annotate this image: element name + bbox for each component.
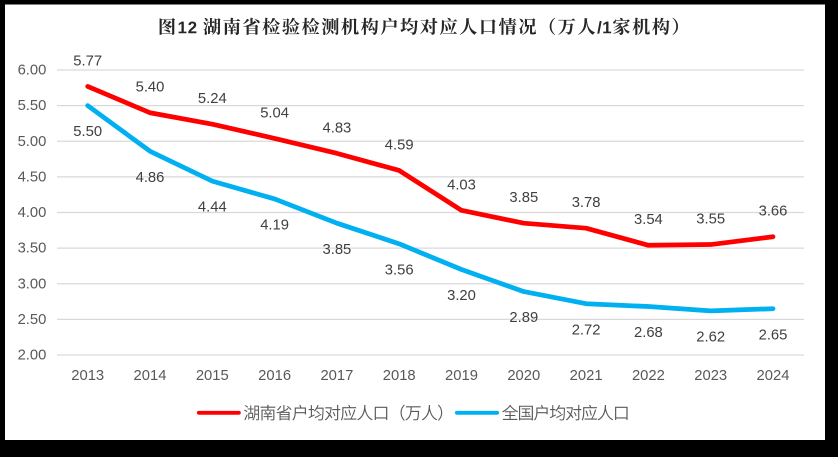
svg-text:3.56: 3.56: [385, 262, 414, 278]
svg-text:4.83: 4.83: [322, 120, 351, 136]
svg-text:4.00: 4.00: [18, 205, 47, 221]
svg-text:2018: 2018: [383, 368, 416, 384]
svg-text:2023: 2023: [694, 368, 727, 384]
svg-text:2022: 2022: [632, 368, 665, 384]
svg-text:3.20: 3.20: [447, 288, 476, 304]
svg-text:3.00: 3.00: [18, 276, 47, 292]
svg-text:4.59: 4.59: [385, 137, 414, 153]
svg-text:2.72: 2.72: [572, 322, 601, 338]
svg-text:2024: 2024: [757, 368, 790, 384]
svg-text:2.50: 2.50: [18, 312, 47, 328]
svg-text:6.00: 6.00: [18, 63, 47, 79]
svg-text:2017: 2017: [320, 368, 353, 384]
svg-text:2019: 2019: [445, 368, 478, 384]
svg-text:2.89: 2.89: [509, 310, 538, 326]
svg-text:3.66: 3.66: [759, 204, 788, 220]
svg-text:4.50: 4.50: [18, 169, 47, 185]
svg-text:5.04: 5.04: [260, 105, 289, 121]
svg-text:2.65: 2.65: [759, 327, 788, 343]
svg-text:4.03: 4.03: [447, 177, 476, 193]
svg-text:2.00: 2.00: [18, 348, 47, 364]
svg-text:5.24: 5.24: [198, 91, 227, 107]
svg-text:5.77: 5.77: [73, 53, 102, 69]
svg-text:4.86: 4.86: [136, 170, 165, 186]
svg-text:2014: 2014: [134, 368, 167, 384]
svg-text:2016: 2016: [258, 368, 291, 384]
svg-text:4.44: 4.44: [198, 200, 227, 216]
svg-text:2013: 2013: [71, 368, 104, 384]
svg-text:3.85: 3.85: [322, 242, 351, 258]
svg-text:2.62: 2.62: [696, 329, 725, 345]
svg-text:5.50: 5.50: [73, 124, 102, 140]
svg-text:3.50: 3.50: [18, 241, 47, 257]
svg-text:3.55: 3.55: [696, 211, 725, 227]
svg-text:5.00: 5.00: [18, 134, 47, 150]
svg-text:5.40: 5.40: [136, 80, 165, 96]
svg-text:5.50: 5.50: [18, 98, 47, 114]
svg-text:2.68: 2.68: [634, 325, 663, 341]
svg-text:2015: 2015: [196, 368, 229, 384]
svg-text:3.54: 3.54: [634, 212, 663, 228]
svg-text:3.78: 3.78: [572, 195, 601, 211]
svg-text:4.19: 4.19: [260, 218, 289, 234]
svg-text:3.85: 3.85: [509, 190, 538, 206]
svg-text:2021: 2021: [570, 368, 603, 384]
svg-text:2020: 2020: [507, 368, 540, 384]
